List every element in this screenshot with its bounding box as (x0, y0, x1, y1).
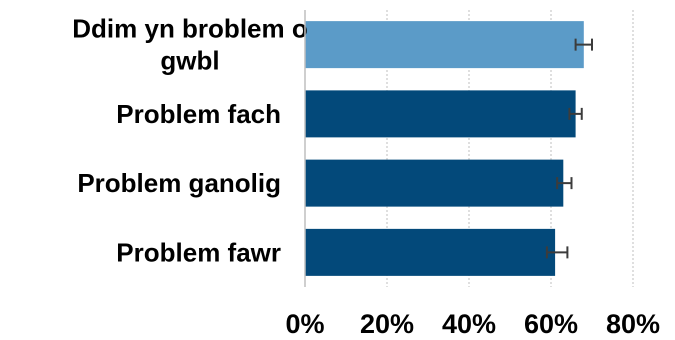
x-tick-label-4: 80% (606, 309, 660, 339)
bar-3 (305, 228, 556, 276)
x-tick-label-1: 20% (360, 309, 414, 339)
category-label-3: Problem fawr (116, 237, 281, 267)
bar-1 (305, 90, 576, 138)
x-tick-label-0: 0% (285, 309, 324, 339)
category-label-0: Ddim yn broblem o gwbl (72, 14, 307, 76)
bar-0 (305, 21, 584, 69)
bar-2 (305, 159, 564, 207)
category-label-1: Problem fach (116, 99, 281, 129)
x-tick-label-3: 60% (524, 309, 578, 339)
x-tick-label-2: 40% (442, 309, 496, 339)
category-label-2: Problem ganolig (77, 168, 281, 198)
